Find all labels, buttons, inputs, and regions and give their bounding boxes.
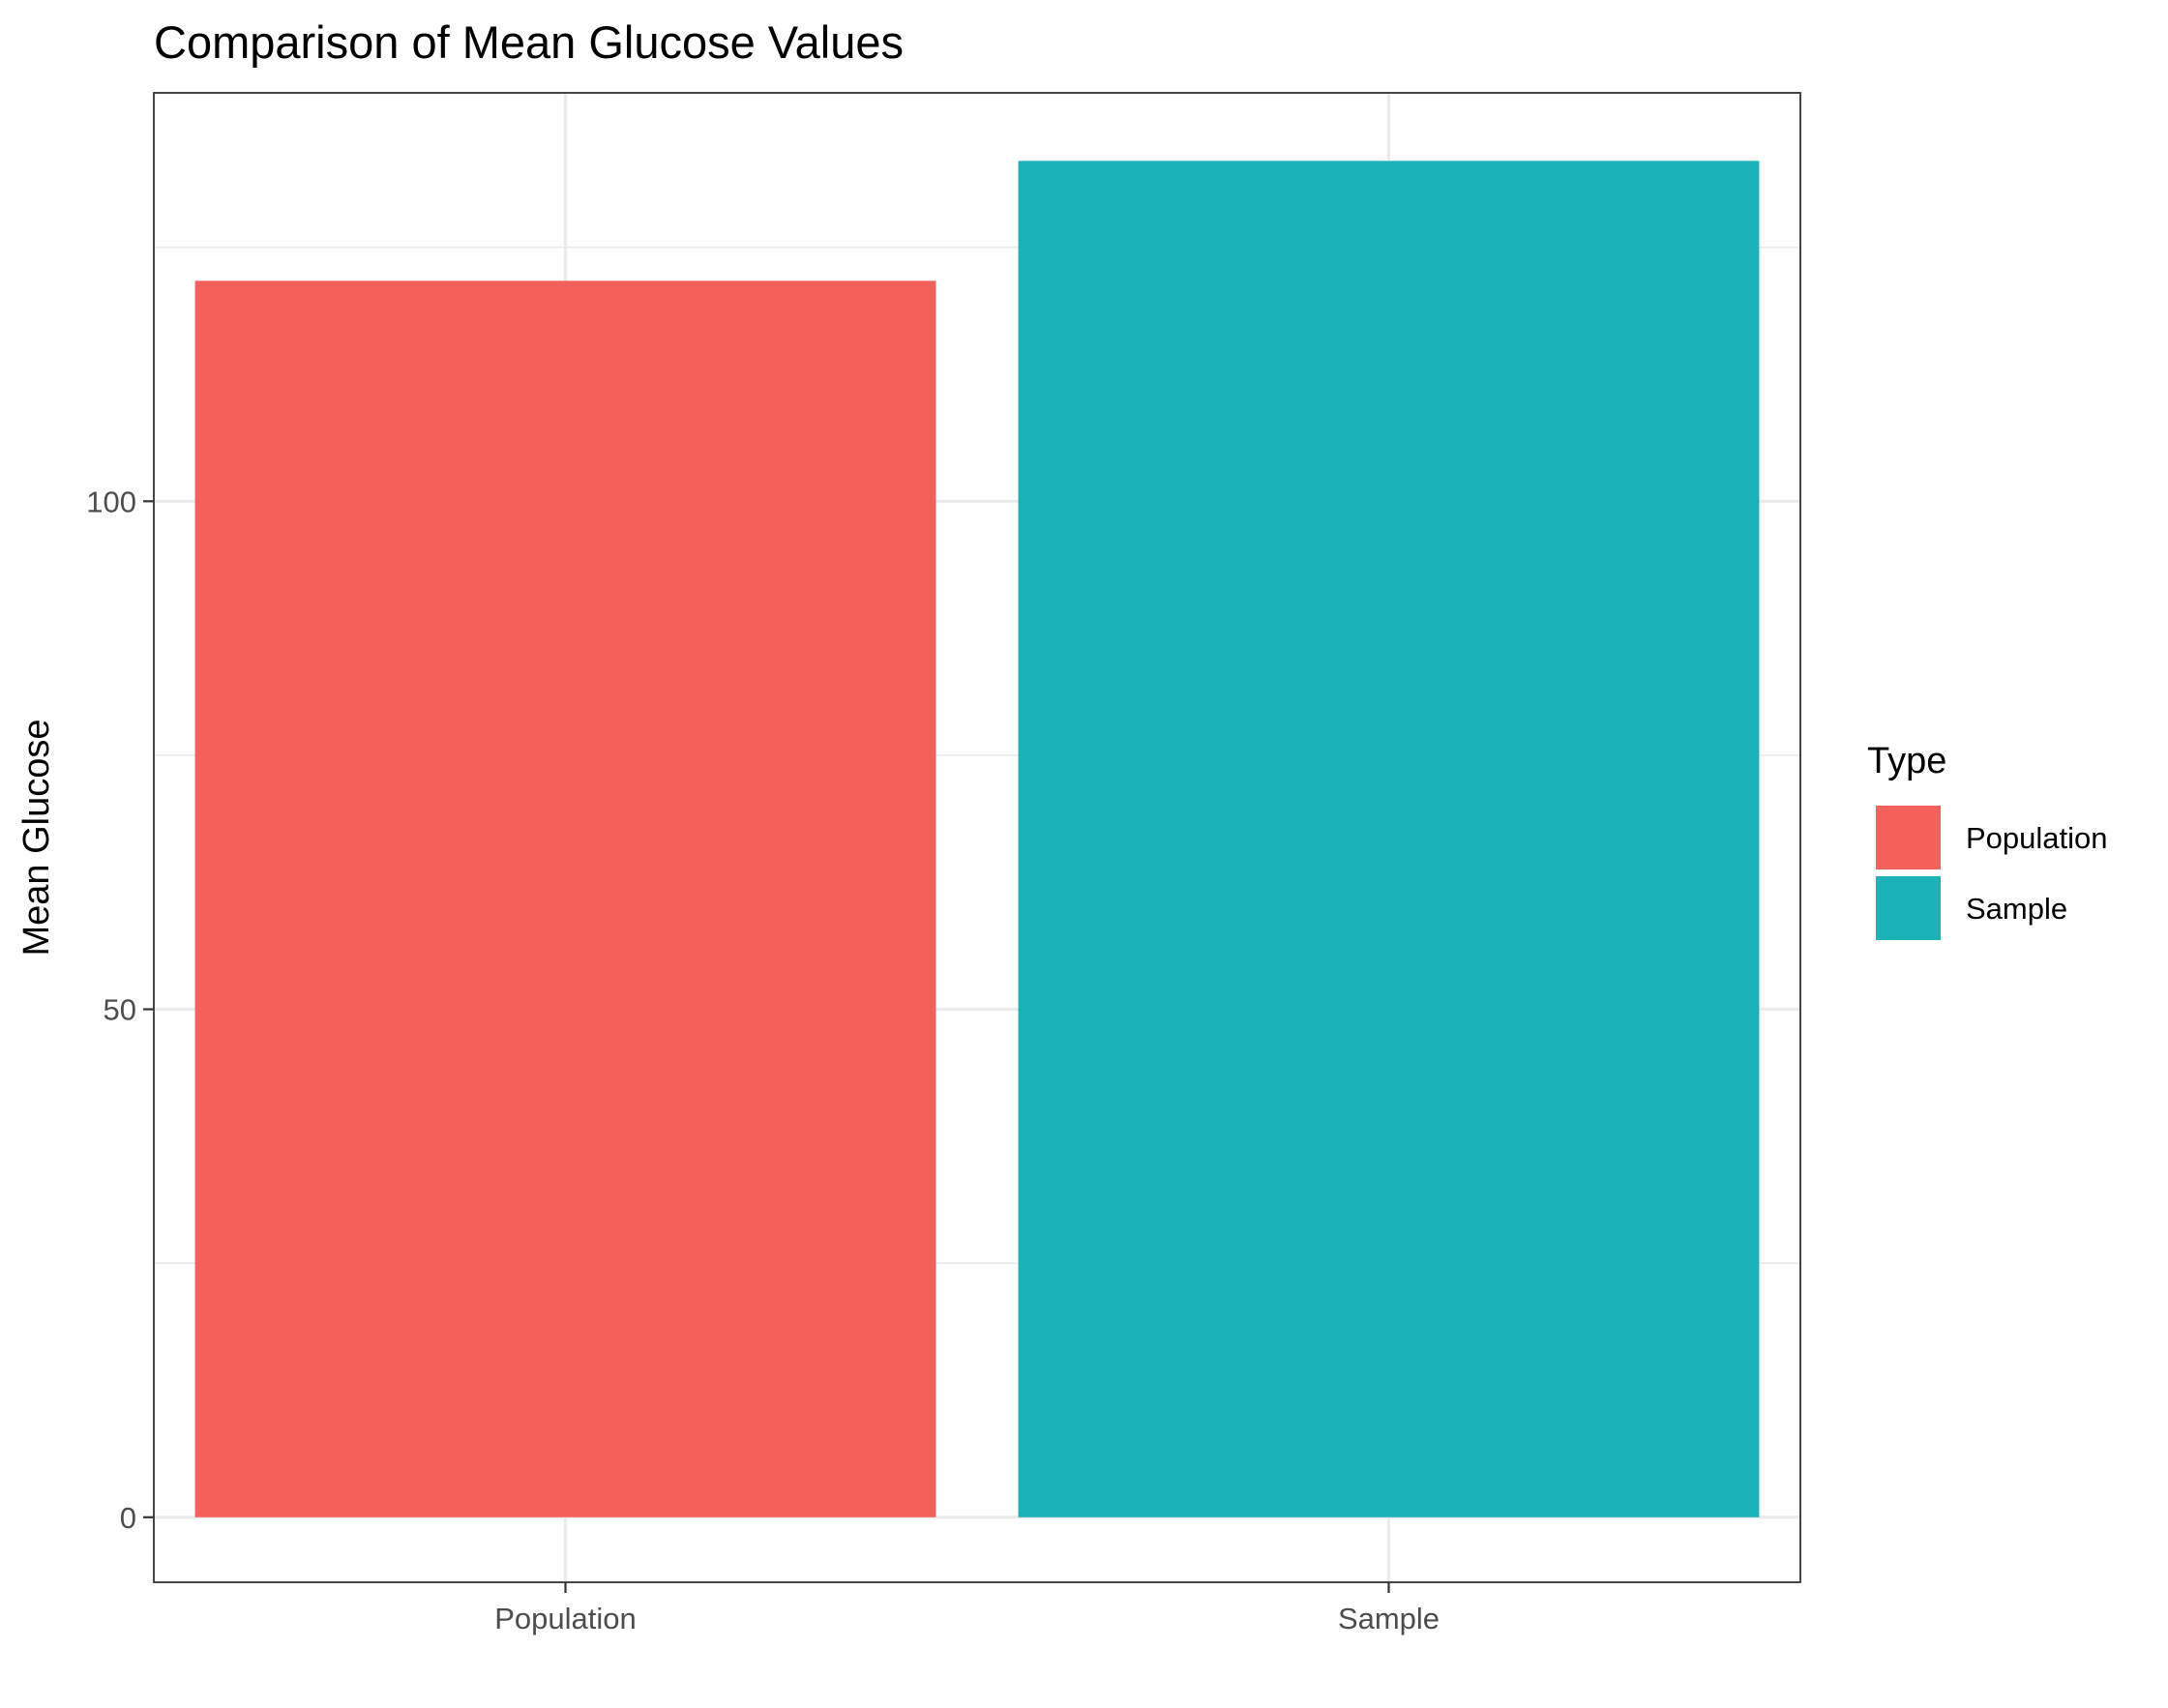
bar-population <box>194 280 936 1517</box>
legend-swatch <box>1876 806 1941 869</box>
x-tick-label: Population <box>494 1602 637 1635</box>
legend-title: Type <box>1867 741 1946 781</box>
y-tick-label: 50 <box>104 993 136 1027</box>
chart-title: Comparison of Mean Glucose Values <box>154 16 904 68</box>
bars <box>194 161 1760 1517</box>
y-tick-label: 0 <box>120 1501 136 1535</box>
legend: Type Population Sample <box>1867 741 2108 940</box>
y-axis-title: Mean Glucose <box>16 719 57 956</box>
axes: 0 50 100 Population Sample <box>86 485 1440 1635</box>
plot-panel-border <box>153 92 1801 1583</box>
y-tick-label: 100 <box>86 485 136 518</box>
x-tick-label: Sample <box>1338 1602 1440 1635</box>
legend-label: Sample <box>1966 892 2067 926</box>
bar-sample <box>1018 161 1760 1517</box>
legend-label: Population <box>1966 821 2108 855</box>
legend-items: Population Sample <box>1876 806 2108 940</box>
legend-swatch <box>1876 876 1941 940</box>
